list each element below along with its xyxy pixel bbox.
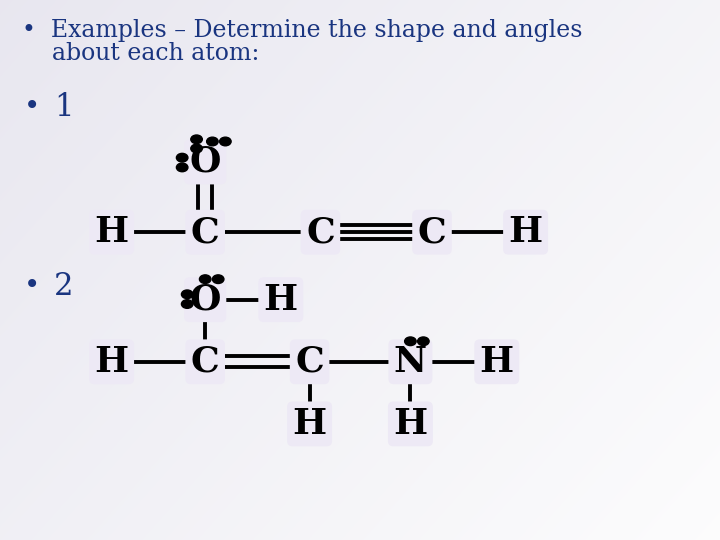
Text: 1: 1 <box>54 92 73 124</box>
Text: C: C <box>191 345 220 379</box>
Text: O: O <box>189 145 221 179</box>
Circle shape <box>176 163 188 172</box>
Text: H: H <box>94 215 129 249</box>
Text: H: H <box>94 345 129 379</box>
Circle shape <box>199 275 211 284</box>
Text: about each atom:: about each atom: <box>22 42 259 65</box>
Circle shape <box>191 135 202 144</box>
Text: 2: 2 <box>54 271 73 302</box>
Text: •: • <box>24 94 40 122</box>
Circle shape <box>181 300 193 308</box>
Text: H: H <box>393 407 428 441</box>
Text: •  Examples – Determine the shape and angles: • Examples – Determine the shape and ang… <box>22 19 582 42</box>
Text: O: O <box>189 283 221 316</box>
Text: H: H <box>292 407 327 441</box>
Text: H: H <box>480 345 514 379</box>
Circle shape <box>418 337 429 346</box>
Text: C: C <box>306 215 335 249</box>
Text: N: N <box>394 345 427 379</box>
Text: •: • <box>24 273 40 300</box>
Circle shape <box>207 137 218 146</box>
Text: C: C <box>418 215 446 249</box>
Text: C: C <box>295 345 324 379</box>
Circle shape <box>191 144 202 153</box>
Circle shape <box>405 337 416 346</box>
Circle shape <box>220 137 231 146</box>
Circle shape <box>176 153 188 162</box>
Circle shape <box>181 290 193 299</box>
Circle shape <box>212 275 224 284</box>
Text: H: H <box>508 215 543 249</box>
Text: H: H <box>264 283 298 316</box>
Text: C: C <box>191 215 220 249</box>
